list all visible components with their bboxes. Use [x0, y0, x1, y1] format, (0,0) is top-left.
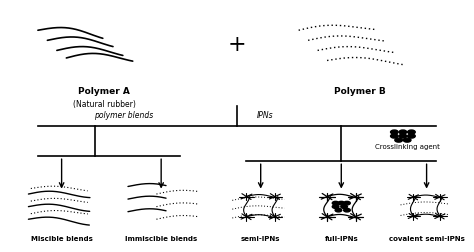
Text: IPNs: IPNs	[257, 111, 274, 120]
Text: Miscible blends: Miscible blends	[31, 236, 92, 242]
Text: Polymer A: Polymer A	[78, 87, 130, 96]
Circle shape	[399, 134, 407, 138]
Text: +: +	[228, 34, 246, 56]
Circle shape	[408, 134, 415, 138]
Circle shape	[408, 130, 415, 134]
Circle shape	[344, 201, 350, 205]
Circle shape	[332, 205, 339, 208]
Circle shape	[332, 201, 339, 205]
Circle shape	[399, 130, 407, 134]
Text: polymer blends: polymer blends	[94, 111, 153, 120]
Circle shape	[403, 138, 411, 142]
Circle shape	[395, 138, 402, 142]
Circle shape	[391, 134, 398, 138]
Text: Immiscible blends: Immiscible blends	[125, 236, 197, 242]
Text: semi-IPNs: semi-IPNs	[241, 236, 281, 242]
Text: full-IPNs: full-IPNs	[324, 236, 358, 242]
Circle shape	[335, 208, 342, 212]
Circle shape	[338, 201, 345, 205]
Circle shape	[344, 208, 350, 212]
Text: covalent semi-IPNs: covalent semi-IPNs	[389, 236, 465, 242]
Text: (Natural rubber): (Natural rubber)	[73, 100, 136, 109]
Text: Polymer B: Polymer B	[334, 87, 386, 96]
Circle shape	[341, 205, 347, 208]
Text: Crosslinking agent: Crosslinking agent	[375, 144, 440, 150]
Circle shape	[391, 130, 398, 134]
